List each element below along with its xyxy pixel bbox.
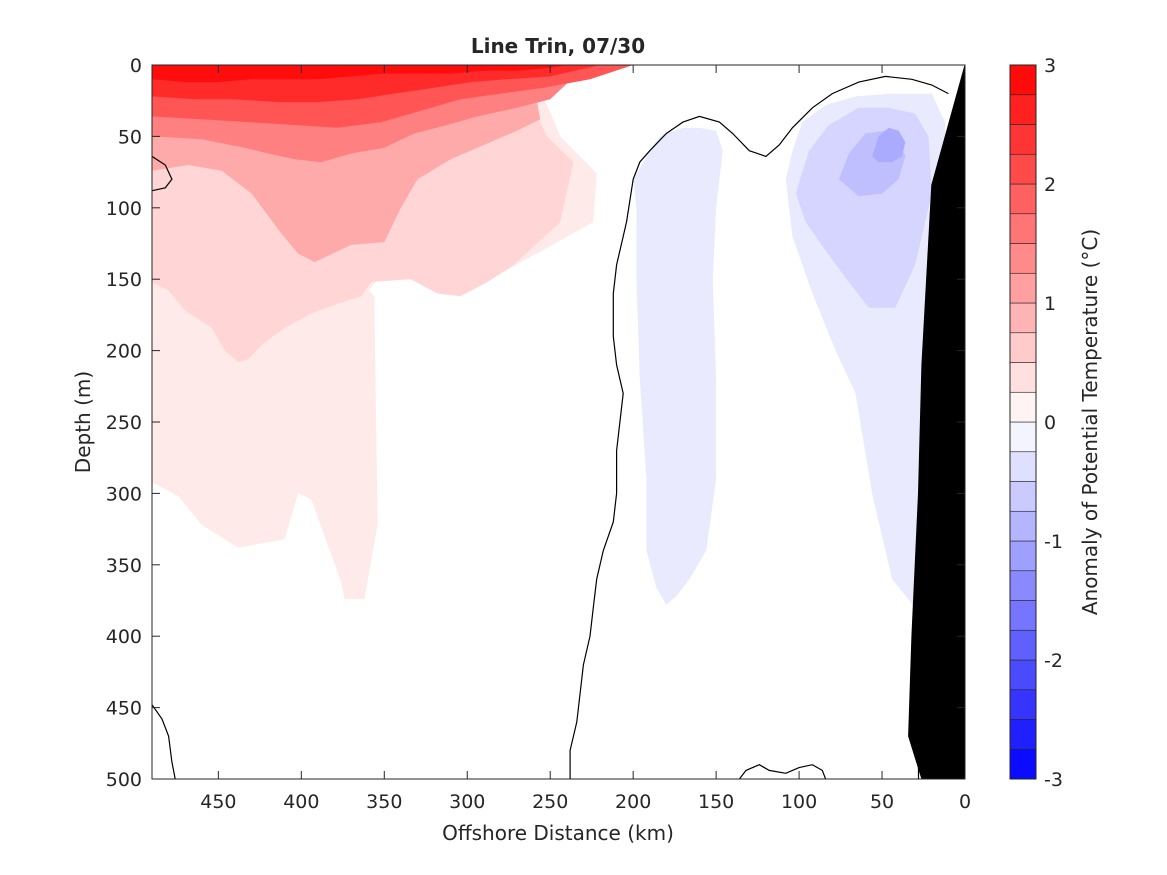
colorbar-swatch (1009, 153, 1037, 185)
y-axis-label: Depth (m) (71, 371, 95, 473)
x-tick-label: 450 (200, 791, 236, 813)
colorbar-swatch (1009, 183, 1037, 215)
bathymetry-shape (908, 65, 965, 779)
x-tick-label: 200 (615, 791, 651, 813)
zero-contour-main (569, 75, 949, 779)
colorbar-swatches (1009, 64, 1037, 780)
colorbar-tick-label: -3 (1044, 769, 1063, 791)
x-tick-label: 300 (449, 791, 485, 813)
x-tick-label: 150 (698, 791, 734, 813)
colorbar-swatch (1009, 748, 1037, 780)
x-tick-label: 50 (870, 791, 894, 813)
x-tick-label: 400 (283, 791, 319, 813)
colorbar-swatch (1009, 94, 1037, 125)
colorbar-tick-label: -2 (1044, 650, 1063, 672)
y-axis: 0 50 100 150 200 250 300 350 400 450 500 (106, 55, 965, 791)
y-tick-label: 50 (118, 126, 142, 148)
colorbar-swatch (1009, 510, 1037, 542)
colorbar: 3 2 1 0 -1 -2 -3 Anomaly of Potential Temperat… (1009, 55, 1102, 791)
zero-contour-bottom (738, 764, 827, 779)
colorbar-swatch (1009, 481, 1037, 512)
colorbar-swatch (1009, 421, 1037, 453)
bathymetry-layer (908, 65, 965, 779)
colorbar-tick-label: 3 (1044, 55, 1056, 77)
colorbar-swatch (1009, 213, 1037, 244)
colorbar-swatch (1009, 391, 1037, 423)
zero-contour-left-bottom (152, 704, 176, 779)
colorbar-swatch (1009, 332, 1037, 363)
plot-area: 450 400 350 300 250 200 150 100 50 0 050100150200… (106, 55, 971, 813)
x-axis-label: Offshore Distance (km) (442, 821, 674, 845)
y-tick-label: 500 (106, 769, 142, 791)
colorbar-tick-label: -1 (1044, 531, 1063, 553)
colorbar-swatch (1009, 689, 1037, 720)
colorbar-tick-label: 2 (1044, 174, 1056, 196)
x-tick-label: 350 (366, 791, 402, 813)
colorbar-tick-label: 0 (1044, 412, 1056, 434)
colorbar-swatch (1009, 540, 1037, 572)
colorbar-swatch (1009, 272, 1037, 304)
y-tick-label: 0 (130, 55, 142, 77)
y-tick-label: 350 (106, 555, 142, 577)
colorbar-tick-label: 1 (1044, 293, 1056, 315)
colorbar-swatch (1009, 451, 1037, 482)
x-axis: 450 400 350 300 250 200 150 100 50 0 (200, 65, 971, 813)
y-tick-label: 150 (106, 269, 142, 291)
y-tick-label: 100 (106, 198, 142, 220)
cool-anomaly-mid-0.25 (633, 127, 723, 605)
colorbar-swatch (1009, 124, 1037, 155)
colorbar-swatch (1009, 362, 1037, 393)
colorbar-swatch (1009, 243, 1037, 274)
y-tick-label: 400 (106, 626, 142, 648)
colorbar-swatch (1009, 719, 1037, 750)
colorbar-swatch (1009, 64, 1037, 96)
y-tick-label: 250 (106, 412, 142, 434)
colorbar-swatch (1009, 629, 1037, 661)
y-tick-label: 450 (106, 698, 142, 720)
x-tick-label: 250 (532, 791, 568, 813)
colorbar-swatch (1009, 659, 1037, 691)
cool-anomaly-right-1 (872, 127, 906, 163)
y-tick-label: 300 (106, 483, 142, 505)
colorbar-swatch (1009, 302, 1037, 334)
colorbar-frame (1009, 64, 1037, 780)
x-tick-label: 0 (959, 791, 971, 813)
x-tick-label: 100 (781, 791, 817, 813)
colorbar-ticks: 3 2 1 0 -1 -2 -3 (1044, 55, 1063, 791)
y-tick-label: 200 (106, 341, 142, 363)
chart-title: Line Trin, 07/30 (471, 34, 645, 58)
contour-fill-layer (152, 65, 949, 608)
zero-contour-left-edge (152, 155, 173, 192)
warm-anomaly-3 (152, 65, 567, 83)
colorbar-swatch (1009, 570, 1037, 601)
colorbar-swatch (1009, 600, 1037, 631)
colorbar-label: Anomaly of Potential Temperature (°C) (1078, 229, 1102, 615)
